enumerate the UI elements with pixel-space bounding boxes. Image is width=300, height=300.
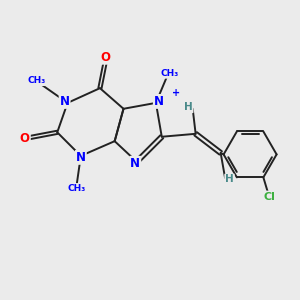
Text: N: N bbox=[130, 157, 140, 170]
Text: H: H bbox=[225, 174, 234, 184]
Text: N: N bbox=[60, 95, 70, 108]
Text: CH₃: CH₃ bbox=[67, 184, 86, 193]
Text: +: + bbox=[172, 88, 180, 98]
Text: CH₃: CH₃ bbox=[28, 76, 46, 85]
Text: O: O bbox=[20, 132, 30, 145]
Text: N: N bbox=[76, 151, 86, 164]
Text: N: N bbox=[154, 95, 164, 108]
Text: O: O bbox=[101, 51, 111, 64]
Text: H: H bbox=[184, 102, 193, 112]
Text: CH₃: CH₃ bbox=[160, 69, 178, 78]
Text: Cl: Cl bbox=[263, 191, 275, 202]
